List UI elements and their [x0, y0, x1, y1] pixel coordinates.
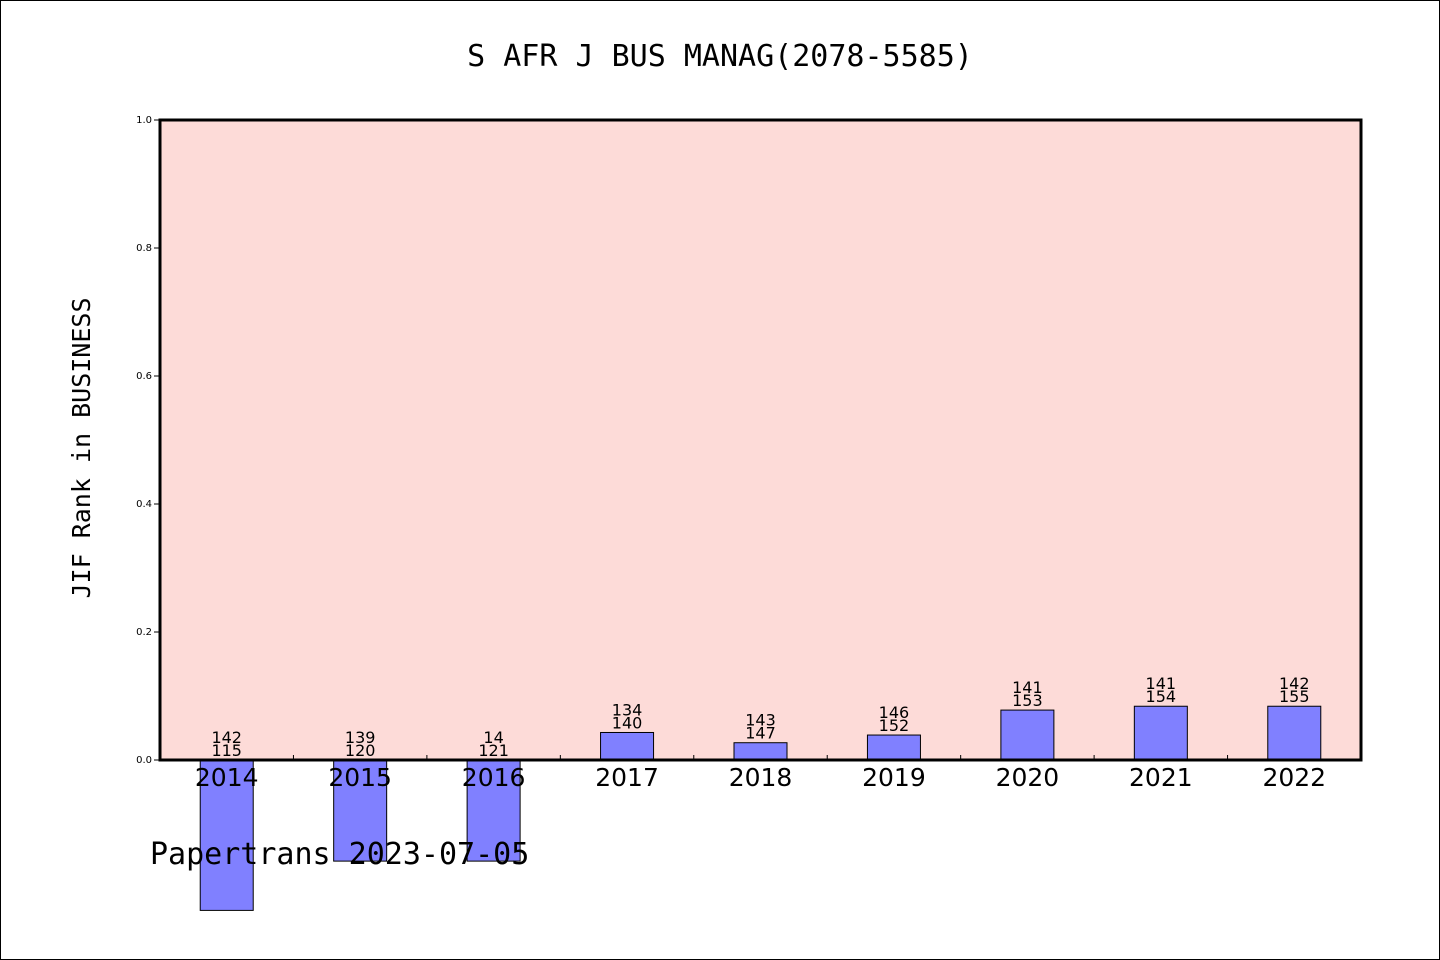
chart-title: S AFR J BUS MANAG(2078-5585) — [467, 39, 973, 74]
bar-total-label-2021: 154 — [1146, 687, 1177, 706]
bar-total-label-2017: 140 — [612, 713, 643, 732]
bar-total-label-2022: 155 — [1279, 687, 1310, 706]
bar-total-label-2016: 121 — [478, 741, 509, 760]
bar-rank-label-2014: 142 — [211, 728, 242, 747]
y-axis-label: JIF Rank in BUSINESS — [67, 297, 96, 598]
plot-border — [158, 118, 1363, 762]
bar-2020 — [1000, 709, 1055, 761]
y-tick-label-3: 0.6 — [136, 371, 152, 382]
bar-rank-label-2019: 146 — [879, 703, 910, 722]
x-tick-label-2021: 2021 — [1129, 763, 1193, 792]
plot-area — [160, 120, 1361, 760]
bar-2016 — [466, 759, 521, 862]
bar-2019 — [866, 734, 921, 761]
x-axis-tick-labels: 2014 2015 2016 2017 2018 2019 2020 2021 2022 — [195, 763, 1326, 792]
bar-total-label-2018: 147 — [745, 724, 776, 743]
bar-total-label-2020: 153 — [1012, 691, 1043, 710]
bar-rank-label-2015: 139 — [345, 728, 376, 747]
bar-2018 — [733, 742, 788, 761]
x-tick-label-2020: 2020 — [996, 763, 1060, 792]
y-tick-label-2: 0.4 — [136, 499, 152, 510]
x-tick-label-2015: 2015 — [328, 763, 392, 792]
x-tick-label-2017: 2017 — [595, 763, 659, 792]
bar-rank-label-2020: 141 — [1012, 678, 1043, 697]
watermark-text: Papertrans 2023-07-05 — [150, 837, 529, 872]
y-tick-label-5: 1.0 — [136, 115, 152, 126]
bar-rank-label-2021: 141 — [1146, 674, 1177, 693]
bar-rank-label-2017: 134 — [612, 700, 643, 719]
bar-rank-label-2022: 142 — [1279, 674, 1310, 693]
bar-total-label-2015: 120 — [345, 741, 376, 760]
bar-2017 — [600, 731, 655, 761]
bar-rank-label-2018: 143 — [745, 711, 776, 730]
x-tick-label-2019: 2019 — [862, 763, 926, 792]
x-tick-label-2022: 2022 — [1262, 763, 1326, 792]
bar-total-label-2014: 115 — [211, 741, 242, 760]
y-tick-label-4: 0.8 — [136, 243, 152, 254]
x-tick-label-2014: 2014 — [195, 763, 259, 792]
x-tick-label-2018: 2018 — [729, 763, 793, 792]
bar-series — [199, 705, 1322, 911]
y-tick-label-1: 0.2 — [136, 627, 152, 638]
bar-total-label-2019: 152 — [879, 716, 910, 735]
x-tick-label-2016: 2016 — [462, 763, 526, 792]
bar-rank-label-2016: 14 — [483, 728, 503, 747]
bar-2022 — [1267, 705, 1322, 761]
y-tick-label-0: 0.0 — [136, 755, 152, 766]
bar-2014 — [199, 759, 254, 911]
bar-2021 — [1133, 705, 1188, 761]
bar-2015 — [333, 759, 388, 862]
